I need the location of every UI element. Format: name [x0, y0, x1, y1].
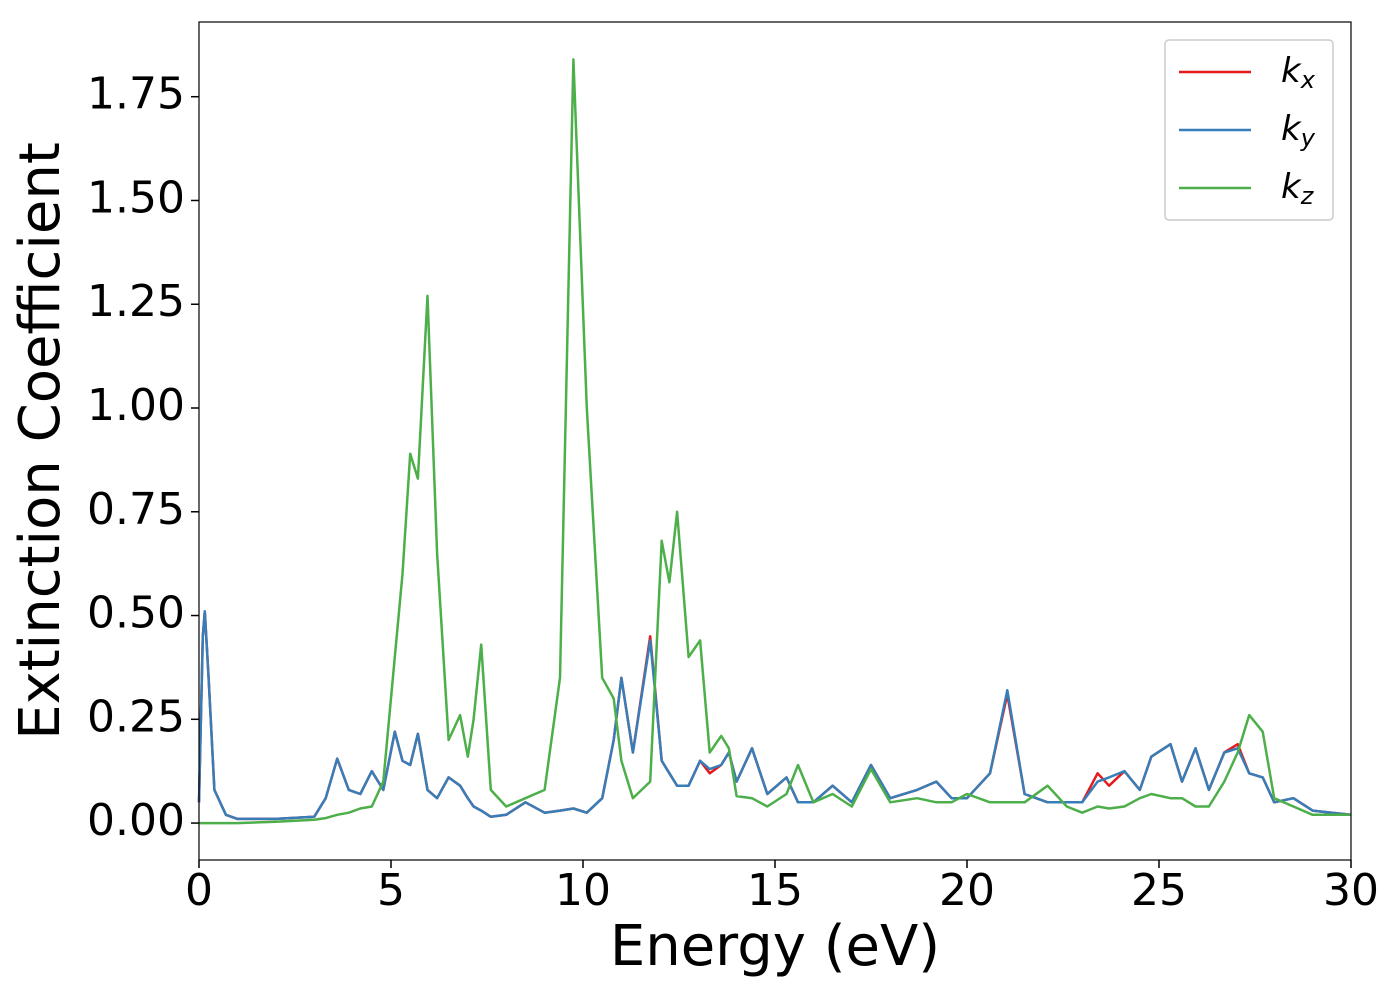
- line-series: [197, 610, 1352, 821]
- y-tick-label: 1.50: [87, 172, 185, 223]
- x-axis-label: Energy (eV): [610, 914, 940, 979]
- x-tick-label: 5: [377, 865, 405, 916]
- x-tick-label: 0: [185, 865, 213, 916]
- y-tick-label: 1.75: [87, 69, 185, 120]
- x-tick-label: 10: [555, 865, 611, 916]
- plot-frame: [198, 21, 1352, 861]
- y-tick-label: 0.25: [87, 691, 185, 742]
- y-tick-label: 1.25: [87, 276, 185, 327]
- legend-label: kx: [1281, 51, 1316, 95]
- x-tick-label: 30: [1323, 865, 1379, 916]
- legend-label: kz: [1281, 167, 1315, 211]
- legend-label: ky: [1281, 109, 1316, 153]
- y-tick-label: 1.00: [87, 380, 185, 431]
- x-tick-label: 20: [939, 865, 995, 916]
- x-tick-label: 15: [747, 865, 803, 916]
- y-axis-label: Extinction Coefficient: [8, 142, 73, 740]
- y-tick-label: 0.50: [87, 588, 185, 639]
- line-series: [199, 58, 1351, 825]
- y-tick-label: 0.75: [87, 484, 185, 535]
- x-tick-label: 25: [1131, 865, 1187, 916]
- y-tick-label: 0.00: [87, 795, 185, 846]
